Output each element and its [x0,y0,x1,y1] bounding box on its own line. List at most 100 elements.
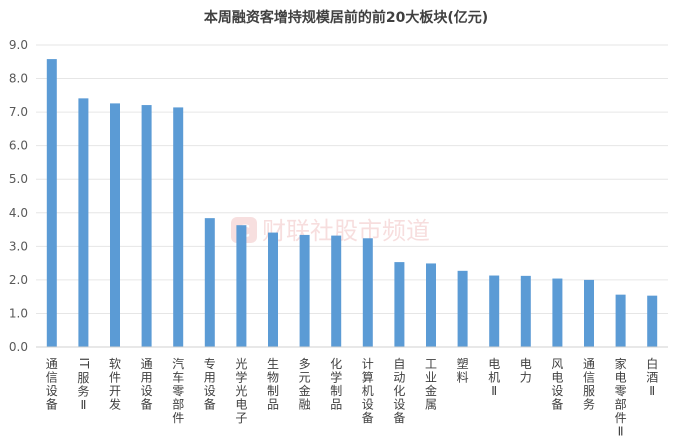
x-category-label-char: 开 [109,384,121,398]
x-category-label-char: IT [77,358,91,370]
bar [299,234,310,347]
bar [268,232,278,347]
x-category-label-char: 生 [267,357,279,371]
x-category-label-char: 电 [488,357,500,371]
bar [236,225,247,347]
x-category-label-char: 备 [141,398,153,412]
x-category-label-char: Ⅱ [80,398,86,412]
x-category-label-char: 专 [204,356,216,371]
y-tick-label: 4.0 [9,206,28,220]
x-category-label-char: 品 [267,398,279,412]
x-category-label-char: 动 [393,371,405,385]
x-category-label-char: 机 [362,384,374,398]
x-category-label-char: 设 [46,384,58,398]
x-category-label-char: 多 [299,357,311,371]
bar [584,279,594,347]
x-category-label-char: 属 [425,398,437,412]
x-category-label-char: 备 [393,411,405,425]
bar [615,294,626,347]
bars [46,59,658,348]
bar [457,270,468,347]
x-category-label-char: 服 [583,384,595,398]
x-category-label-char: 白 [646,356,658,371]
bar [426,263,436,347]
bar [362,238,373,347]
x-category-label-char: 车 [172,370,184,385]
y-tick-label: 5.0 [9,172,28,186]
x-category-label-char: 元 [299,371,311,385]
x-category-label-char: 信 [583,371,595,385]
x-category-label-char: 件 [615,411,627,425]
x-category-label-char: 备 [551,398,563,412]
bar [489,275,500,347]
x-category-label-char: 工 [425,357,437,371]
x-category-label-char: 件 [172,411,184,425]
bar [110,103,120,348]
bar [394,262,405,347]
x-category-label-char: 服 [77,371,89,385]
x-category-label-char: 软 [109,357,121,371]
x-category-label-char: 融 [299,398,311,412]
y-tick-label: 0.0 [9,340,28,354]
x-category-label-char: 备 [362,411,374,425]
gridlines [36,44,668,314]
x-category-label-char: 业 [425,371,437,385]
x-category-label-char: 部 [172,397,184,412]
y-tick-label: 7.0 [9,105,28,119]
watermark-text: 财联社股市频道 [262,217,430,245]
x-category-label-char: 制 [330,384,342,398]
x-category-label-char: 品 [330,398,342,412]
x-category-label-char: 零 [172,384,184,398]
x-category-label-char: 通 [141,357,153,371]
x-category-label-char: 子 [235,411,247,425]
x-category-label-char: 学 [235,370,247,385]
x-category-label-char: 设 [141,384,153,398]
y-tick-label: 2.0 [9,273,28,287]
x-category-label-char: 计 [362,357,374,371]
chart-title: 本周融资客增持规模居前的前20大板块(亿元) [204,9,488,26]
x-category-label-char: 设 [551,384,563,398]
x-category-label-char: 备 [204,398,216,412]
x-category-label-char: 备 [46,398,58,412]
x-category-label-char: 件 [109,371,121,385]
x-category-label-char: Ⅱ [491,384,497,398]
x-category-label-char: 塑 [457,356,469,371]
y-axis-ticks: 0.0 1.0 2.0 3.0 4.0 5.0 6.0 7.0 8.0 9.0 [9,38,28,354]
x-category-label-char: 化 [330,357,342,371]
bar [141,105,152,347]
x-axis-category-labels: 通信设备IT服务Ⅱ软件开发通用设备汽车零部件专用设备光学光电子生物制品多元金融化… [46,356,658,439]
x-category-label-char: 零 [615,384,627,398]
x-category-label-char: 设 [362,398,374,412]
bar [552,278,563,347]
x-category-label-char: 设 [393,398,405,412]
y-tick-label: 6.0 [9,139,28,153]
y-tick-label: 3.0 [9,239,28,253]
x-category-label: 电力 [520,357,532,385]
watermark: C 财联社股市频道 [231,217,430,245]
bar [520,275,531,347]
x-category-label: 塑料 [457,356,469,385]
bar [46,59,57,348]
x-category-label-char: 家 [615,356,627,371]
x-category-label-char: 用 [141,371,153,385]
x-category-label-char: 务 [77,384,89,399]
x-category-label-char: 化 [393,384,405,398]
x-category-label-char: 金 [425,383,437,398]
x-category-label-char: 料 [457,371,469,385]
